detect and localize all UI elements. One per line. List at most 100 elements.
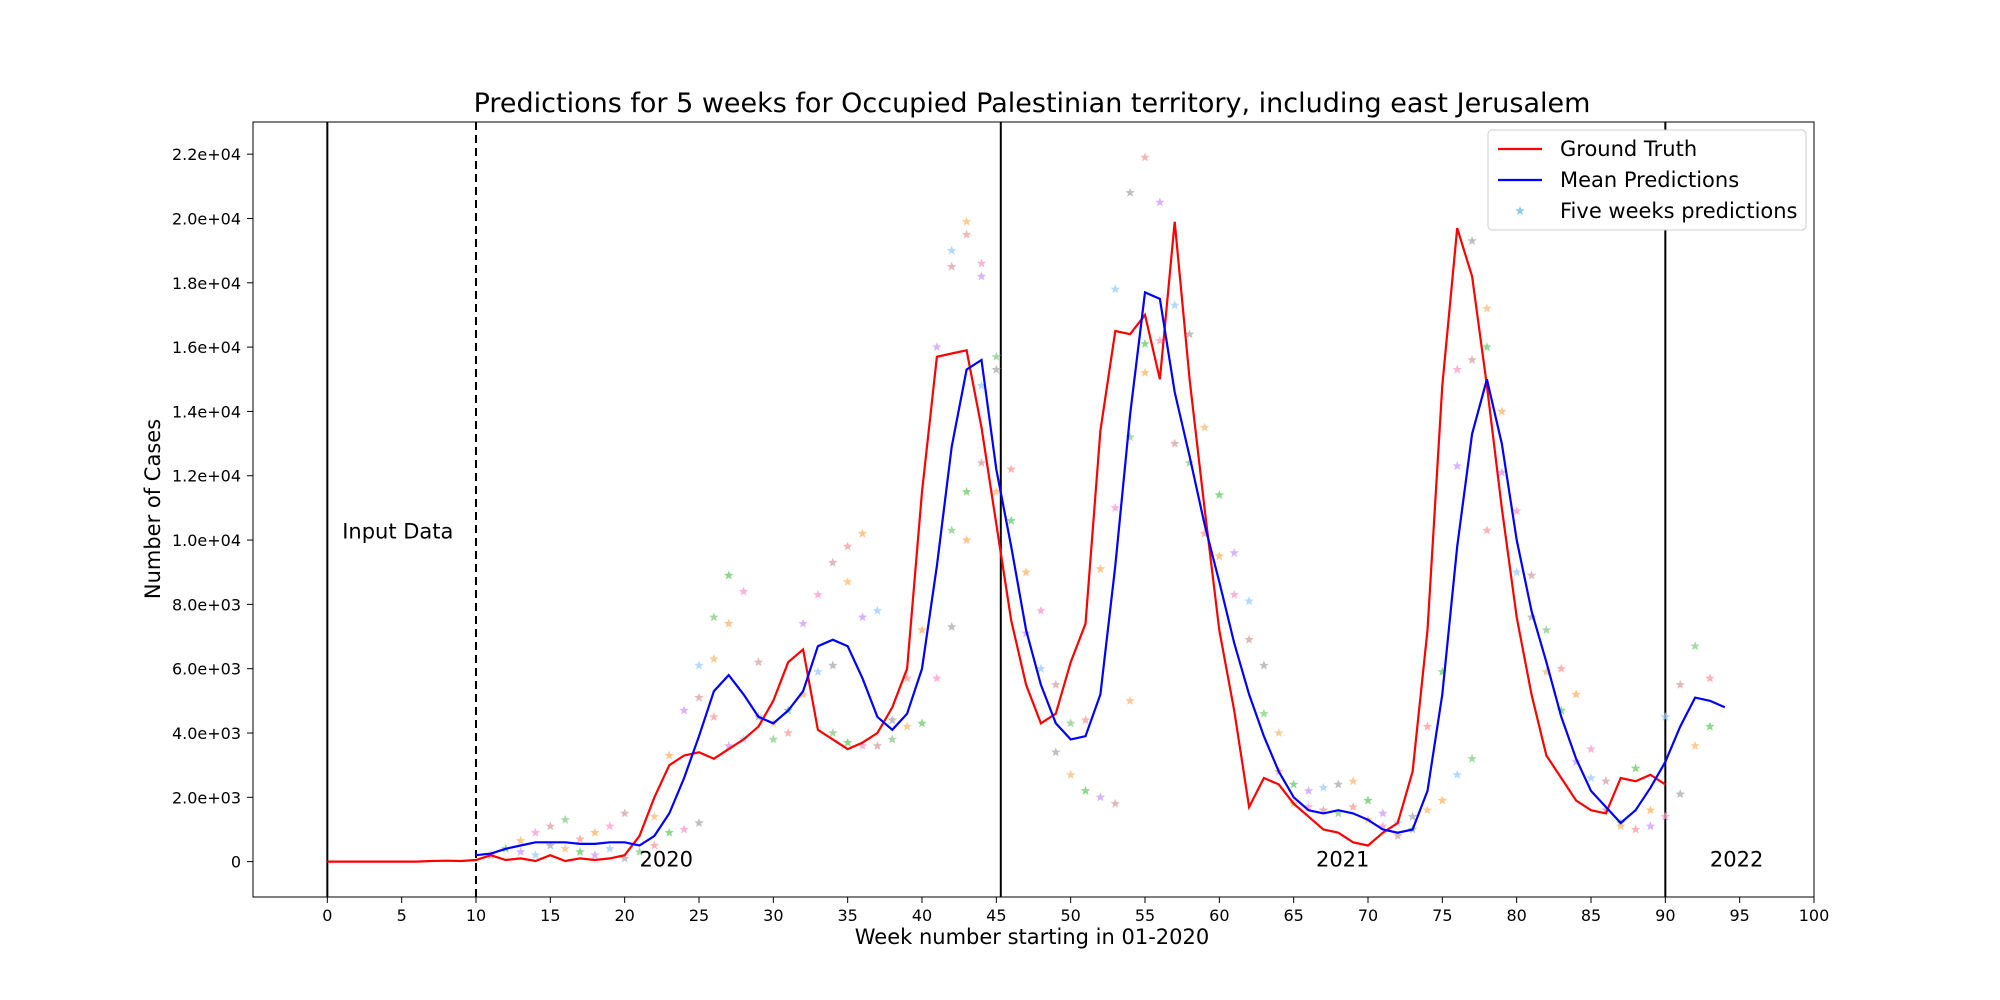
x-tick-label: 90: [1655, 906, 1675, 925]
prediction-point: [1274, 728, 1284, 737]
prediction-point: [1051, 679, 1061, 689]
x-axis-label: Week number starting in 01-2020: [855, 925, 1209, 949]
prediction-point: [709, 711, 719, 721]
x-tick-label: 75: [1432, 906, 1452, 925]
prediction-point: [842, 737, 853, 747]
prediction-point: [991, 351, 1002, 361]
prediction-point: [679, 705, 689, 715]
x-tick-label: 40: [912, 906, 932, 925]
prediction-point: [1140, 367, 1150, 377]
prediction-point: [649, 811, 660, 821]
prediction-point: [976, 271, 987, 281]
prediction-point: [1348, 776, 1358, 786]
x-tick-label: 5: [397, 906, 407, 925]
prediction-point: [724, 740, 734, 750]
prediction-point: [1229, 589, 1239, 599]
prediction-point: [1125, 187, 1135, 197]
prediction-point: [828, 728, 838, 737]
prediction-point: [1630, 763, 1641, 773]
prediction-point: [1467, 753, 1477, 763]
y-tick-label: 6.0e+03: [172, 660, 241, 679]
prediction-point: [976, 380, 987, 390]
prediction-point: [857, 528, 868, 538]
prediction-point: [1630, 824, 1641, 834]
prediction-point: [947, 245, 957, 255]
prediction-point: [961, 229, 972, 239]
ground-truth-line: [327, 221, 1666, 863]
prediction-point: [1422, 805, 1433, 815]
y-tick-label: 4.0e+03: [172, 724, 241, 743]
prediction-point: [694, 660, 704, 670]
prediction-point: [1318, 805, 1329, 815]
prediction-point: [1690, 740, 1700, 750]
prediction-point: [976, 258, 987, 268]
prediction-point: [560, 814, 570, 824]
x-tick-label: 25: [689, 906, 709, 925]
prediction-point: [1170, 438, 1180, 448]
prediction-point: [1437, 795, 1448, 805]
prediction-point: [961, 535, 972, 545]
x-tick-label: 100: [1799, 906, 1830, 925]
prediction-point: [1541, 625, 1552, 635]
prediction-point: [1199, 528, 1210, 538]
mean-predictions-line: [475, 290, 1726, 857]
prediction-point: [1348, 802, 1358, 811]
x-tick-label: 60: [1209, 906, 1229, 925]
legend-swatch: [1515, 206, 1525, 215]
prediction-point: [1497, 467, 1507, 477]
prediction-point: [1333, 808, 1343, 818]
prediction-point: [842, 576, 853, 586]
prediction-point: [1526, 570, 1537, 580]
prediction-point: [1660, 711, 1671, 721]
annotation-text: 2022: [1710, 848, 1763, 872]
prediction-point: [1065, 718, 1076, 728]
prediction-point: [1110, 798, 1120, 808]
prediction-point: [1288, 779, 1299, 789]
prediction-point: [1244, 634, 1254, 644]
x-tick-label: 85: [1581, 906, 1601, 925]
y-tick-label: 8.0e+03: [172, 595, 241, 614]
prediction-point: [1214, 490, 1225, 500]
prediction-point: [664, 827, 674, 837]
prediction-point: [530, 827, 541, 837]
chart-title: Predictions for 5 weeks for Occupied Pal…: [474, 88, 1591, 119]
prediction-point: [768, 734, 779, 744]
annotation-text: 2020: [640, 848, 693, 872]
prediction-point: [515, 847, 526, 856]
prediction-point: [605, 843, 615, 853]
prediction-point: [1705, 673, 1715, 683]
prediction-point: [679, 824, 689, 834]
prediction-point: [1303, 802, 1314, 811]
prediction-point: [619, 808, 630, 818]
prediction-point: [590, 850, 600, 860]
x-tick-label: 70: [1358, 906, 1378, 925]
prediction-point: [902, 721, 912, 731]
legend-label: Ground Truth: [1560, 137, 1697, 161]
prediction-point: [947, 621, 957, 631]
legend-label: Five weeks predictions: [1560, 199, 1798, 223]
prediction-point: [1467, 236, 1477, 245]
prediction-point: [1318, 782, 1329, 792]
prediction-point: [1556, 705, 1566, 715]
x-tick-label: 0: [322, 906, 332, 925]
prediction-point: [1363, 795, 1373, 805]
prediction-point: [1110, 284, 1120, 294]
prediction-point: [1006, 515, 1016, 525]
prediction-point: [1259, 660, 1269, 670]
prediction-point: [1601, 776, 1611, 786]
prediction-point: [724, 618, 734, 628]
prediction-point: [1645, 821, 1656, 831]
prediction-point: [828, 660, 838, 670]
prediction-point: [1021, 567, 1031, 577]
prediction-point: [1259, 708, 1269, 718]
prediction-point: [1645, 805, 1656, 815]
prediction-point: [634, 847, 645, 856]
prediction-point: [976, 457, 987, 467]
prediction-point: [947, 525, 957, 535]
prediction-point: [1051, 747, 1061, 757]
prediction-point: [1526, 612, 1537, 622]
prediction-point: [753, 657, 764, 667]
prediction-point: [545, 840, 556, 850]
prediction-point: [1407, 811, 1418, 821]
prediction-point: [1452, 769, 1462, 779]
